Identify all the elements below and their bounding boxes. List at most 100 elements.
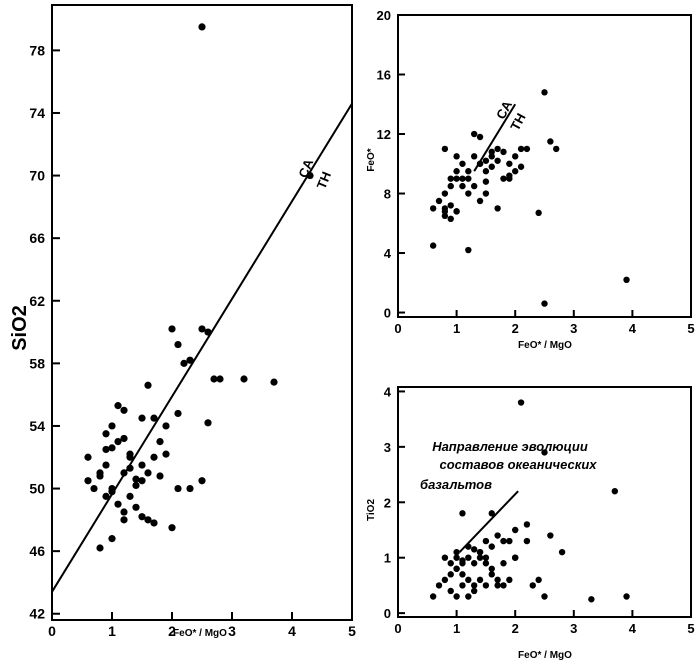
sio2-data-point xyxy=(162,450,170,458)
feo-annotation-th: TH xyxy=(507,111,528,133)
feo-y-tick-label: 4 xyxy=(384,246,392,261)
feo-data-point xyxy=(453,153,460,160)
sio2-x-tick-label: 1 xyxy=(108,623,116,639)
sio2-data-point xyxy=(138,477,146,485)
sio2-data-point xyxy=(210,375,218,383)
sio2-data-point xyxy=(120,406,128,414)
sio2-data-point xyxy=(174,409,182,418)
tio2-data-point xyxy=(506,576,513,584)
sio2-y-tick-label: 46 xyxy=(29,543,45,559)
feo-x-tick-label: 0 xyxy=(394,321,401,336)
tio2-y-tick-label: 4 xyxy=(384,384,392,399)
sio2-data-point xyxy=(144,381,152,389)
feo-data-point xyxy=(541,300,548,307)
tio2-data-point xyxy=(470,546,478,553)
sio2-panel: 0 1 2 3 4 5 42 46 50 54 58 62 66 70 74 78 FeO* / MgO Si… xyxy=(9,4,356,639)
tio2-data-point xyxy=(482,537,490,545)
sio2-data-point xyxy=(138,513,146,521)
feo-data-point xyxy=(459,160,466,167)
tio2-data-point xyxy=(494,576,501,584)
feo-data-point xyxy=(476,160,484,167)
sio2-data-point xyxy=(198,23,206,31)
sio2-data-point xyxy=(108,535,116,543)
tio2-data-point xyxy=(470,560,478,567)
tio2-data-point xyxy=(476,548,484,556)
sio2-data-point xyxy=(96,544,104,552)
feo-data-point xyxy=(494,205,501,212)
tio2-data-point xyxy=(588,596,595,603)
tio2-data-point xyxy=(611,487,619,495)
sio2-y-tick-label: 54 xyxy=(29,418,45,434)
sio2-y-tick-label: 70 xyxy=(29,168,45,184)
feo-data-point xyxy=(429,242,437,249)
tio2-plot-frame xyxy=(397,386,692,618)
tio2-data-point xyxy=(453,593,460,600)
sio2-data-point xyxy=(84,477,92,485)
tio2-divider-line xyxy=(458,490,519,553)
feo-y-tick-label: 12 xyxy=(377,127,391,142)
sio2-x-tick-label: 4 xyxy=(288,623,296,639)
tio2-data-point xyxy=(541,593,548,600)
tio2-data-point xyxy=(523,537,531,545)
tio2-y-tick-label: 0 xyxy=(384,606,391,621)
tio2-data-point xyxy=(558,548,566,556)
tio2-data-point xyxy=(512,554,519,561)
feo-data-point xyxy=(517,163,525,170)
feo-data-point xyxy=(453,168,460,175)
feo-data-point xyxy=(517,145,525,153)
feo-data-point xyxy=(506,172,513,179)
sio2-data-point xyxy=(120,508,128,516)
tio2-data-point xyxy=(435,582,443,589)
tio2-x-tick-label: 4 xyxy=(629,621,637,636)
tio2-data-point xyxy=(441,576,449,584)
sio2-data-point xyxy=(144,516,152,524)
sio2-data-point xyxy=(168,325,176,333)
feo-y-tick-label: 20 xyxy=(377,8,391,23)
feo-data-point xyxy=(447,202,454,209)
feo-data-point xyxy=(465,246,472,254)
sio2-data-point xyxy=(156,472,164,480)
tio2-data-point xyxy=(459,571,466,578)
feo-data-point xyxy=(459,182,466,190)
feo-data-point xyxy=(441,145,449,153)
sio2-data-point xyxy=(216,375,224,383)
sio2-data-point xyxy=(102,492,110,500)
sio2-data-point xyxy=(198,325,206,333)
feo-data-point xyxy=(465,175,472,182)
tio2-data-point xyxy=(488,510,495,517)
feo-data-point xyxy=(523,145,531,153)
sio2-data-point xyxy=(156,438,164,446)
tio2-data-point xyxy=(494,582,501,589)
feo-data-point xyxy=(488,153,495,160)
tio2-data-point xyxy=(470,582,478,589)
feo-data-point xyxy=(494,145,501,153)
tio2-data-point xyxy=(623,593,630,600)
sio2-data-point xyxy=(114,500,122,508)
sio2-annotation-ca: CA xyxy=(295,156,316,180)
sio2-x-tick-label: 5 xyxy=(348,623,356,639)
sio2-data-point xyxy=(144,469,152,477)
sio2-y-tick-label: 74 xyxy=(29,105,45,121)
feo-data-point xyxy=(429,205,437,212)
feo-data-point xyxy=(476,197,484,205)
tio2-data-point xyxy=(547,532,554,539)
sio2-annotation-th: TH xyxy=(314,169,334,191)
tio2-data-point xyxy=(523,521,531,528)
tio2-data-point xyxy=(453,548,460,556)
tio2-data-point xyxy=(476,554,484,561)
tio2-data-point xyxy=(541,449,548,456)
sio2-data-point xyxy=(174,484,182,493)
tio2-data-point xyxy=(447,571,454,578)
feo-data-point xyxy=(553,145,560,153)
sio2-x-tick-label: 3 xyxy=(228,623,236,639)
sio2-data-point xyxy=(126,492,134,500)
feo-data-point xyxy=(488,163,495,170)
sio2-data-point xyxy=(96,472,104,480)
sio2-data-point xyxy=(120,434,128,443)
tio2-data-point xyxy=(453,554,460,561)
tio2-data-point xyxy=(512,526,519,534)
sio2-data-point xyxy=(270,378,278,386)
tio2-data-point xyxy=(459,510,466,517)
feo-data-point xyxy=(547,138,554,145)
